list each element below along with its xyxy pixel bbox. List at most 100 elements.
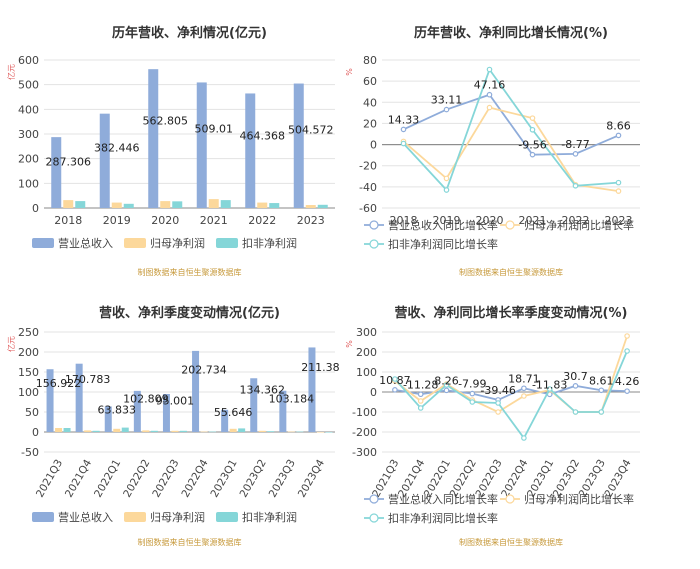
y-tick-label: 150	[18, 366, 39, 379]
series-point-1	[572, 383, 579, 389]
series-point-1	[486, 91, 493, 98]
series-point-3	[624, 348, 630, 354]
data-label: 8.61	[589, 374, 614, 387]
data-label: 63.833	[98, 404, 137, 417]
series-point-1	[443, 106, 450, 113]
y-tick-label: 300	[18, 128, 39, 141]
series-point-1	[624, 388, 630, 394]
legend-swatch	[124, 512, 146, 522]
bar-netprofit	[160, 201, 171, 208]
legend-swatch	[32, 238, 54, 248]
legend-marker	[369, 239, 379, 249]
data-label: 202.734	[181, 364, 227, 377]
x-tick-label: 2023Q4	[296, 457, 327, 499]
x-tick-label: 2022	[562, 214, 590, 227]
legend-swatch	[216, 512, 238, 522]
series-point-3	[546, 386, 553, 392]
legend-label: 营业总收入	[58, 236, 113, 250]
data-label: -9.56	[518, 139, 546, 152]
data-label: 14.33	[388, 113, 420, 126]
bar-deducted	[220, 200, 231, 208]
data-label: 33.11	[431, 94, 463, 107]
legend-label: 扣非净利润	[242, 236, 297, 250]
x-tick-label: 2023	[605, 214, 633, 227]
legend-swatch	[32, 512, 54, 522]
chart-panel-4: 营收、净利同比增长率季度变动情况(%)% -300 -200 -100 0 100 200 3…	[345, 305, 640, 547]
bar-deducted	[92, 430, 100, 432]
bar-revenue	[308, 347, 316, 432]
data-label: -39.46	[480, 384, 515, 397]
data-label: 562.805	[143, 115, 189, 128]
series-point-3	[529, 126, 536, 133]
data-label: 170.783	[65, 373, 111, 386]
chart-panel-3: 营收、净利季度变动情况(亿元) 亿元 -50 0 50 100 150 200 250 2021Q…	[6, 305, 340, 547]
series-point-2	[521, 393, 527, 399]
series-point-2	[443, 175, 450, 182]
bar-revenue	[46, 369, 54, 432]
series-point-1	[572, 151, 579, 157]
y-tick-label: 100	[356, 366, 377, 379]
legend-marker	[369, 494, 379, 504]
x-tick-label: 2023	[297, 214, 325, 227]
data-label: 504.572	[288, 123, 334, 136]
data-label: 102.809	[123, 392, 169, 405]
chart-panel-2: 历年营收、净利同比增长情况(%)% -60 -40 -20 0 20 40 60 80 2018 2…	[345, 25, 640, 277]
x-tick-label: 2019	[103, 214, 131, 227]
x-tick-label: 2019	[433, 214, 461, 227]
y-tick-label: 80	[363, 54, 377, 67]
bar-deducted	[296, 431, 304, 433]
y-tick-label: -20	[359, 160, 377, 173]
x-tick-label: 2023Q1	[209, 458, 240, 500]
legend-swatch	[124, 238, 146, 248]
y-tick-label: 100	[18, 177, 39, 190]
bar-revenue	[148, 69, 159, 208]
source-note: 制图数据来自恒生聚源数据库	[138, 267, 242, 277]
legend-label: 归母净利润同比增长率	[524, 218, 634, 232]
legend-marker	[505, 220, 515, 230]
legend-marker	[369, 513, 379, 523]
series-point-2	[529, 115, 536, 121]
data-label: 18.71	[508, 372, 540, 385]
data-label: 103.184	[269, 392, 315, 405]
x-tick-label: 2021	[519, 214, 547, 227]
bar-netprofit	[84, 430, 92, 432]
x-tick-label: 2018	[390, 214, 418, 227]
data-label: 287.306	[46, 155, 92, 168]
y-tick-label: -100	[352, 406, 377, 419]
bar-netprofit	[208, 199, 219, 208]
x-tick-label: 2020	[476, 214, 504, 227]
y-tick-label: 60	[363, 75, 377, 88]
x-tick-label: 2023Q3	[267, 458, 298, 500]
legend-label: 营业总收入	[58, 510, 113, 524]
series-point-1	[469, 390, 476, 397]
bar-revenue	[133, 390, 141, 432]
bar-netprofit	[305, 205, 316, 208]
y-tick-label: 200	[18, 153, 39, 166]
series-line-3	[402, 67, 619, 192]
x-tick-label: 2021	[200, 214, 228, 227]
y-tick-label: 20	[363, 117, 377, 130]
bar-revenue	[51, 137, 62, 208]
bar-netprofit	[258, 430, 266, 432]
series-point-3	[443, 187, 450, 193]
series-point-3	[615, 179, 622, 186]
series-point-1	[417, 391, 424, 398]
y-tick-label: 200	[18, 346, 39, 359]
y-tick-label: 0	[32, 202, 39, 215]
series-point-1	[392, 387, 398, 393]
y-tick-label: 300	[356, 326, 377, 339]
legend-marker	[505, 494, 515, 504]
series-point-3	[495, 400, 501, 406]
chart-title: 营收、净利同比增长率季度变动情况(%)	[395, 305, 628, 321]
series-point-3	[443, 382, 450, 388]
y-tick-label: -50	[21, 446, 39, 459]
x-tick-label: 2021Q3	[34, 458, 65, 500]
legend-swatch	[216, 238, 238, 248]
y-tick-label: 0	[370, 139, 377, 152]
chart-title: 历年营收、净利情况(亿元)	[112, 25, 267, 41]
x-tick-label: 2020	[151, 214, 179, 227]
bar-deducted	[121, 427, 129, 432]
unit-label: 亿元	[6, 64, 16, 80]
series-point-2	[417, 398, 424, 404]
bar-revenue	[99, 113, 110, 208]
